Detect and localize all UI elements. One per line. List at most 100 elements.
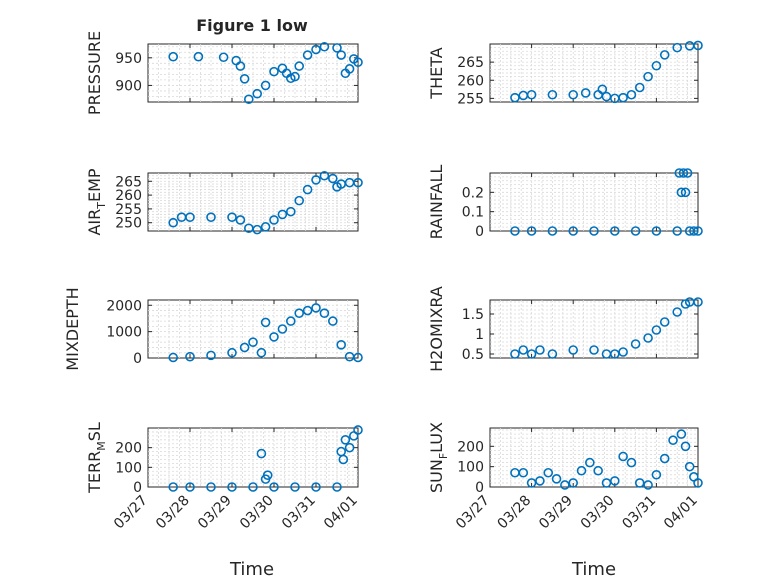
data-point bbox=[319, 41, 330, 52]
data-point bbox=[651, 60, 662, 71]
data-point bbox=[651, 469, 662, 480]
data-point bbox=[568, 345, 579, 355]
data-point bbox=[269, 482, 279, 492]
y-tick-label: 200 bbox=[115, 441, 142, 457]
data-point bbox=[630, 226, 641, 236]
data-point bbox=[302, 305, 313, 316]
data-point bbox=[256, 448, 267, 459]
data-point bbox=[260, 80, 271, 91]
data-point bbox=[235, 61, 246, 71]
data-point bbox=[682, 168, 693, 178]
data-point bbox=[609, 226, 620, 236]
data-point bbox=[353, 177, 363, 188]
data-point bbox=[676, 429, 687, 439]
data-point bbox=[589, 345, 599, 355]
data-point bbox=[535, 345, 545, 355]
data-point bbox=[269, 215, 279, 225]
y-tick-label: 2000 bbox=[106, 298, 142, 314]
data-point bbox=[547, 226, 558, 236]
data-point bbox=[185, 482, 195, 492]
data-point bbox=[227, 482, 237, 492]
y-tick-label: 265 bbox=[115, 174, 142, 190]
data-point bbox=[643, 480, 653, 490]
data-point bbox=[260, 317, 271, 328]
data-point bbox=[311, 482, 321, 492]
data-point bbox=[680, 441, 691, 452]
data-point bbox=[618, 347, 628, 357]
data-point bbox=[218, 52, 229, 63]
data-point bbox=[290, 71, 300, 82]
data-point bbox=[338, 454, 349, 465]
data-point bbox=[206, 212, 216, 222]
subplot-mixdepth: 0 1000 2000 MIXDEPTH bbox=[63, 287, 363, 371]
data-point bbox=[634, 82, 645, 93]
data-point bbox=[659, 317, 670, 327]
data-point bbox=[693, 297, 703, 307]
data-point bbox=[336, 50, 347, 60]
data-point bbox=[311, 175, 321, 185]
data-point bbox=[193, 51, 204, 62]
data-point bbox=[311, 44, 321, 55]
data-point bbox=[262, 470, 273, 481]
data-point bbox=[618, 451, 628, 462]
y-axis-label: PRESSURE bbox=[85, 31, 104, 115]
data-point bbox=[518, 467, 529, 478]
subplot-h2omixra: 0.5 1 1.5 H2OMIXRA bbox=[427, 286, 703, 372]
data-point bbox=[668, 435, 678, 446]
data-point bbox=[643, 333, 653, 343]
y-tick-label: 0 bbox=[133, 351, 142, 367]
subplot-rainfall: 0 0.1 0.2 RAINFALL bbox=[427, 165, 703, 240]
x-axis-label-right: Time bbox=[571, 559, 616, 580]
data-point bbox=[535, 476, 545, 486]
data-point bbox=[185, 212, 195, 222]
y-tick-label: 255 bbox=[115, 202, 142, 218]
y-tick-label: 260 bbox=[115, 188, 142, 204]
data-point bbox=[319, 308, 330, 318]
data-point bbox=[185, 351, 195, 362]
data-point bbox=[568, 226, 579, 236]
data-point bbox=[168, 51, 178, 62]
data-point bbox=[302, 184, 313, 195]
data-point bbox=[547, 89, 558, 100]
data-point bbox=[526, 349, 537, 359]
subplot-theta: 255 260 265 THETA bbox=[427, 40, 703, 107]
subplot-pressure: 900 950 PRESSURE bbox=[85, 31, 363, 115]
data-point bbox=[353, 425, 363, 435]
data-point bbox=[680, 187, 691, 198]
data-point bbox=[630, 339, 641, 349]
data-point bbox=[568, 478, 579, 488]
data-point bbox=[252, 224, 263, 235]
data-point bbox=[248, 337, 258, 347]
data-point bbox=[269, 332, 279, 342]
y-axis-label: AIRTEMP bbox=[85, 168, 108, 235]
data-point bbox=[302, 50, 313, 60]
y-tick-label: 250 bbox=[115, 216, 142, 232]
data-point bbox=[168, 352, 178, 363]
data-point bbox=[659, 453, 670, 464]
data-point bbox=[568, 89, 579, 100]
y-tick-label: 0.5 bbox=[462, 347, 484, 363]
data-point bbox=[353, 352, 363, 363]
data-point bbox=[260, 222, 271, 232]
data-point bbox=[593, 465, 603, 476]
data-point bbox=[327, 173, 338, 184]
data-point bbox=[518, 345, 529, 355]
y-tick-label: 900 bbox=[115, 78, 142, 94]
data-point bbox=[678, 168, 689, 178]
data-point bbox=[252, 88, 263, 99]
y-axis-label: SUNFLUX bbox=[427, 422, 450, 493]
y-tick-label: 260 bbox=[457, 73, 484, 89]
data-point bbox=[551, 474, 562, 484]
data-point bbox=[227, 212, 237, 222]
data-point bbox=[547, 349, 558, 359]
data-point bbox=[344, 64, 355, 74]
data-point bbox=[589, 226, 599, 236]
data-point bbox=[235, 215, 246, 225]
y-tick-label: 255 bbox=[457, 91, 484, 107]
data-point bbox=[676, 187, 687, 198]
y-tick-label: 100 bbox=[457, 460, 484, 476]
data-point bbox=[277, 209, 288, 220]
